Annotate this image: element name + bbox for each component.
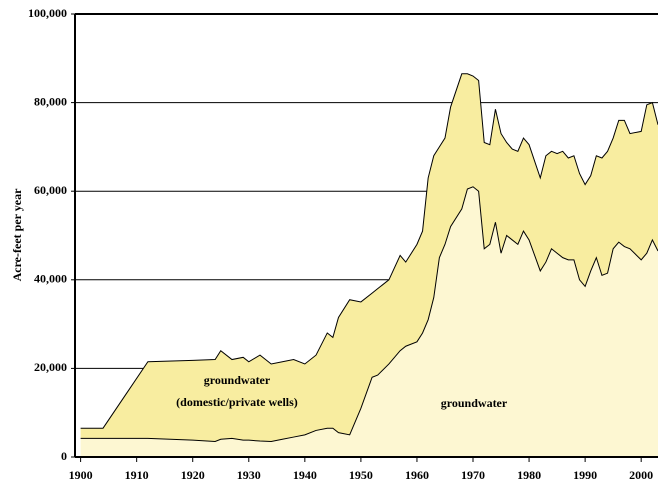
y-tick-label: 0: [61, 449, 67, 463]
y-tick-label: 40,000: [34, 272, 67, 286]
x-tick-label: 1920: [181, 468, 205, 482]
x-tick-label: 2000: [629, 468, 653, 482]
x-tick-label: 1930: [237, 468, 261, 482]
y-tick-label: 20,000: [34, 360, 67, 374]
area: [80, 186, 658, 457]
x-tick-label: 1990: [573, 468, 597, 482]
annotation: groundwater: [441, 396, 508, 410]
x-tick-label: 1980: [517, 468, 541, 482]
x-tick-label: 1950: [349, 468, 373, 482]
annotation: (domestic/private wells): [176, 395, 298, 409]
y-tick-label: 80,000: [34, 94, 67, 108]
x-tick-label: 1970: [461, 468, 485, 482]
y-tick-label: 100,000: [28, 6, 67, 20]
area-edge: [80, 186, 658, 443]
area: [80, 73, 658, 442]
x-tick-label: 1910: [125, 468, 149, 482]
y-tick-label: 60,000: [34, 183, 67, 197]
annotation: groundwater: [204, 373, 271, 387]
x-tick-label: 1900: [69, 468, 93, 482]
area-edge: [80, 73, 658, 429]
x-tick-label: 1960: [405, 468, 429, 482]
y-axis-label: Acre-feet per year: [10, 188, 24, 282]
x-tick-label: 1940: [293, 468, 317, 482]
